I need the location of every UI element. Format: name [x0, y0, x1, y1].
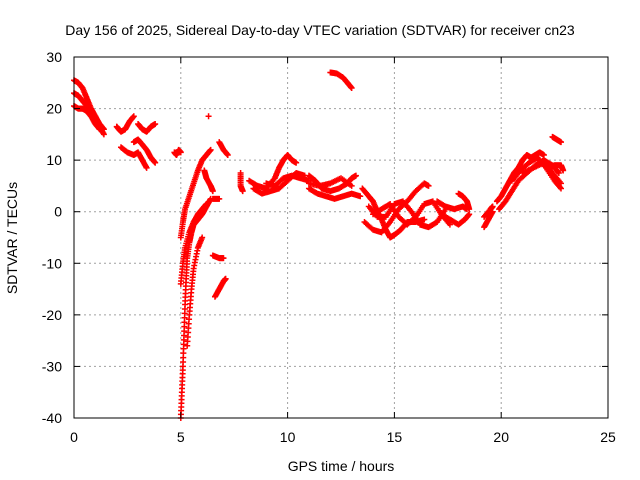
data-point: [558, 185, 565, 192]
y-tick-label: 20: [46, 101, 62, 117]
data-point: [205, 113, 212, 120]
data-point: [554, 168, 561, 175]
data-point: [224, 151, 231, 158]
data-point: [177, 149, 184, 156]
data-point: [425, 182, 432, 189]
data-point: [220, 255, 227, 262]
data-point: [239, 188, 246, 195]
y-tick-label: -20: [42, 307, 62, 323]
y-tick-label: 10: [46, 152, 62, 168]
data-point: [209, 188, 216, 195]
x-tick-label: 15: [387, 429, 403, 445]
x-tick-label: 0: [70, 429, 78, 445]
data-point: [293, 159, 300, 166]
data-point: [348, 182, 355, 189]
data-point: [446, 221, 453, 228]
x-tick-label: 10: [280, 429, 296, 445]
data-point: [421, 216, 428, 223]
data-point: [100, 131, 107, 138]
data-point: [216, 195, 223, 202]
y-tick-label: 0: [54, 204, 62, 220]
chart-title: Day 156 of 2025, Sidereal Day-to-day VTE…: [65, 22, 575, 38]
x-axis-label: GPS time / hours: [287, 458, 395, 474]
data-point: [540, 151, 547, 158]
data-point: [199, 234, 206, 241]
data-point: [96, 126, 103, 133]
data-point: [466, 211, 473, 218]
y-tick-label: -40: [42, 410, 62, 426]
data-point: [555, 170, 562, 177]
data-point: [489, 203, 496, 210]
data-point: [560, 167, 567, 174]
data-point: [130, 113, 137, 120]
x-tick-label: 25: [600, 429, 616, 445]
data-point: [558, 139, 565, 146]
y-tick-label: 30: [46, 49, 62, 65]
data-point: [143, 164, 150, 171]
x-tick-label: 5: [177, 429, 185, 445]
data-point: [152, 121, 159, 128]
data-point: [222, 275, 229, 282]
data-point: [557, 184, 564, 191]
y-tick-label: -10: [42, 255, 62, 271]
x-tick-label: 20: [493, 429, 509, 445]
data-point: [357, 193, 364, 200]
data-point: [558, 180, 565, 187]
data-point: [207, 146, 214, 153]
data-point: [203, 200, 210, 207]
data-point: [466, 206, 473, 213]
data-point: [352, 172, 359, 179]
data-point: [152, 159, 159, 166]
plot-frame: [73, 56, 609, 419]
data-point: [348, 84, 355, 91]
y-tick-label: -30: [42, 358, 62, 374]
